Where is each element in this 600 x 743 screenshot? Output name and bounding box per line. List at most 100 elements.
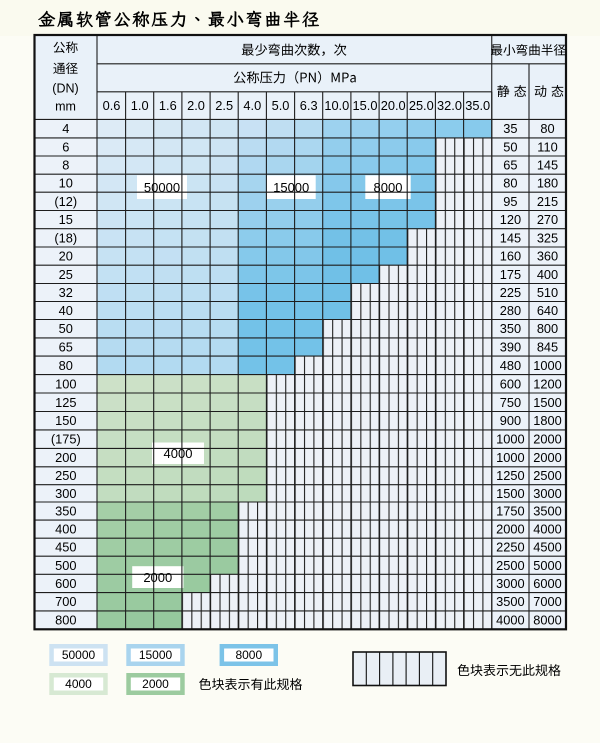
svg-text:6000: 6000	[533, 576, 561, 591]
svg-text:2000: 2000	[143, 570, 172, 585]
svg-text:mm: mm	[55, 100, 76, 114]
svg-text:750: 750	[500, 395, 521, 410]
svg-text:640: 640	[537, 303, 558, 318]
svg-text:15000: 15000	[139, 648, 173, 662]
svg-text:350: 350	[55, 504, 76, 519]
svg-text:600: 600	[55, 576, 76, 591]
svg-text:100: 100	[55, 376, 76, 391]
svg-text:2.0: 2.0	[187, 98, 205, 113]
svg-text:200: 200	[55, 450, 76, 465]
svg-text:1000: 1000	[496, 450, 524, 465]
svg-text:2000: 2000	[533, 432, 561, 447]
svg-text:800: 800	[537, 321, 558, 336]
svg-text:2.5: 2.5	[215, 98, 233, 113]
svg-text:3500: 3500	[533, 504, 561, 519]
svg-text:4000: 4000	[65, 677, 92, 691]
svg-text:35.0: 35.0	[465, 98, 490, 113]
svg-text:50: 50	[503, 139, 517, 154]
svg-text:180: 180	[537, 176, 558, 191]
svg-text:65: 65	[59, 340, 73, 355]
svg-text:35: 35	[503, 121, 517, 136]
svg-text:2000: 2000	[533, 450, 561, 465]
svg-text:8: 8	[62, 158, 69, 173]
svg-text:8000: 8000	[533, 613, 561, 628]
svg-text:4.0: 4.0	[243, 98, 261, 113]
svg-text:1750: 1750	[496, 504, 524, 519]
svg-text:80: 80	[59, 358, 73, 373]
svg-text:800: 800	[55, 613, 76, 628]
svg-text:5000: 5000	[533, 558, 561, 573]
svg-text:2000: 2000	[142, 677, 169, 691]
svg-text:1000: 1000	[533, 358, 561, 373]
svg-text:3000: 3000	[533, 486, 561, 501]
svg-text:110: 110	[537, 139, 557, 154]
svg-text:4: 4	[62, 121, 69, 136]
svg-text:20.0: 20.0	[381, 98, 406, 113]
svg-text:1800: 1800	[533, 413, 561, 428]
svg-text:1000: 1000	[496, 432, 524, 447]
svg-text:50000: 50000	[144, 180, 180, 195]
svg-text:(175): (175)	[51, 432, 81, 447]
svg-text:145: 145	[537, 158, 558, 173]
svg-text:160: 160	[500, 249, 521, 264]
svg-text:25.0: 25.0	[409, 98, 434, 113]
svg-text:125: 125	[55, 395, 76, 410]
svg-text:250: 250	[55, 468, 76, 483]
svg-text:4500: 4500	[533, 540, 561, 555]
svg-text:15.0: 15.0	[353, 98, 378, 113]
svg-text:15000: 15000	[273, 180, 309, 195]
svg-text:1.6: 1.6	[159, 98, 177, 113]
svg-text:4000: 4000	[496, 613, 524, 628]
svg-text:215: 215	[537, 194, 558, 209]
svg-text:5.0: 5.0	[272, 98, 290, 113]
svg-text:360: 360	[537, 249, 558, 264]
svg-text:(18): (18)	[54, 230, 77, 245]
svg-text:3000: 3000	[496, 576, 524, 591]
svg-text:120: 120	[500, 212, 521, 227]
svg-text:225: 225	[500, 285, 521, 300]
svg-text:80: 80	[540, 121, 554, 136]
svg-text:350: 350	[500, 321, 521, 336]
svg-text:2250: 2250	[496, 540, 524, 555]
svg-text:450: 450	[55, 540, 76, 555]
svg-text:500: 500	[55, 558, 76, 573]
svg-text:600: 600	[500, 376, 521, 391]
svg-text:25: 25	[59, 267, 73, 282]
svg-text:1500: 1500	[533, 395, 561, 410]
svg-text:2500: 2500	[496, 558, 524, 573]
svg-text:15: 15	[59, 212, 73, 227]
svg-text:6.3: 6.3	[300, 98, 318, 113]
svg-text:280: 280	[500, 303, 521, 318]
svg-text:3500: 3500	[496, 594, 524, 609]
svg-text:1200: 1200	[533, 376, 561, 391]
svg-text:(DN): (DN)	[52, 82, 78, 96]
svg-text:900: 900	[500, 413, 521, 428]
svg-text:175: 175	[500, 267, 521, 282]
svg-text:150: 150	[55, 413, 76, 428]
svg-text:50: 50	[59, 321, 73, 336]
svg-text:1500: 1500	[496, 486, 524, 501]
svg-text:6: 6	[62, 139, 69, 154]
svg-text:400: 400	[55, 522, 76, 537]
svg-text:4000: 4000	[164, 446, 193, 461]
svg-text:40: 40	[59, 303, 73, 318]
svg-text:32.0: 32.0	[437, 98, 462, 113]
svg-text:4000: 4000	[533, 522, 561, 537]
svg-text:32: 32	[59, 285, 73, 300]
svg-text:510: 510	[537, 285, 558, 300]
svg-text:20: 20	[59, 249, 73, 264]
svg-text:480: 480	[500, 358, 521, 373]
svg-text:80: 80	[503, 176, 517, 191]
svg-text:1.0: 1.0	[131, 98, 149, 113]
svg-text:270: 270	[537, 212, 558, 227]
svg-text:0.6: 0.6	[103, 98, 121, 113]
svg-text:65: 65	[503, 158, 517, 173]
svg-text:8000: 8000	[374, 180, 403, 195]
svg-text:1250: 1250	[496, 468, 524, 483]
svg-text:10.0: 10.0	[324, 98, 349, 113]
svg-text:400: 400	[537, 267, 558, 282]
svg-text:2500: 2500	[533, 468, 561, 483]
svg-text:50000: 50000	[62, 648, 96, 662]
svg-text:8000: 8000	[235, 648, 262, 662]
svg-text:300: 300	[55, 486, 76, 501]
